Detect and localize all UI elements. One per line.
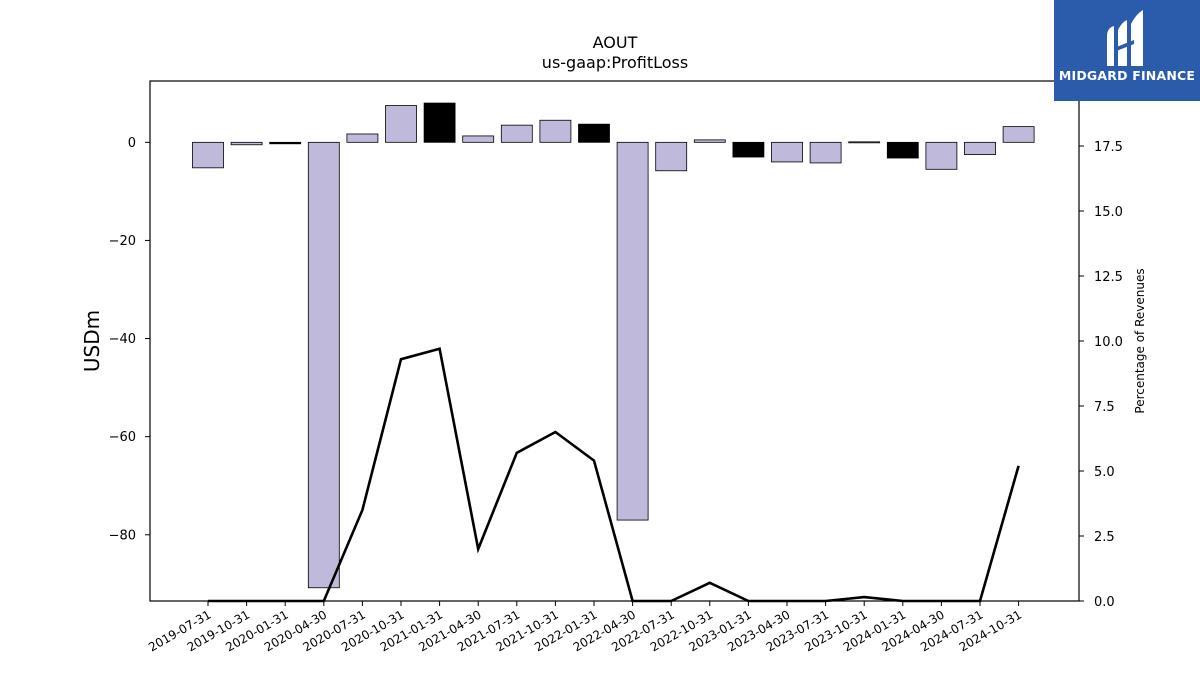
bar <box>539 119 572 143</box>
bar <box>346 133 379 143</box>
percentage-line-series <box>208 347 1020 603</box>
bar-series <box>192 102 1035 589</box>
bar <box>732 141 765 158</box>
bar <box>269 141 302 145</box>
y2-tick-label: 7.5 <box>1094 400 1115 415</box>
left-axis-ticks: 0 −20 −40 −60 −80 <box>109 136 150 543</box>
bar <box>1002 126 1035 143</box>
right-axis-ticks: 0.02.55.07.510.012.515.017.520.0 <box>1079 75 1123 610</box>
bar <box>693 139 726 143</box>
bar <box>964 141 996 155</box>
bar <box>500 124 533 143</box>
bar <box>925 141 958 170</box>
bar <box>886 141 919 159</box>
y2-tick-label: 0.0 <box>1094 595 1115 610</box>
bar <box>771 141 803 163</box>
bar <box>230 141 263 146</box>
x-axis-ticks: 2019-07-312019-10-312020-01-312020-04-30… <box>146 601 1024 654</box>
bar <box>655 141 688 172</box>
y-tick-label: −60 <box>109 430 136 445</box>
logo-mark-icon <box>1107 10 1143 66</box>
right-axis-label: Percentage of Revenues <box>1133 268 1147 413</box>
bar <box>385 105 417 143</box>
y-axis-label: USDm <box>80 310 104 372</box>
bar <box>307 141 340 589</box>
y2-tick-label: 2.5 <box>1094 530 1115 545</box>
y2-tick-label: 5.0 <box>1094 465 1115 480</box>
bar <box>192 141 224 169</box>
y-tick-label: −20 <box>109 234 136 249</box>
bar <box>462 135 495 143</box>
bar <box>423 102 456 143</box>
percentage-line <box>208 347 1020 603</box>
bar <box>848 141 881 144</box>
bar <box>578 123 610 143</box>
bar <box>616 141 649 521</box>
bar <box>809 141 842 164</box>
chart-title: AOUT <box>593 33 638 52</box>
y-tick-label: −40 <box>109 332 136 347</box>
y-tick-label: −80 <box>109 528 136 543</box>
chart-subtitle: us-gaap:ProfitLoss <box>542 53 688 72</box>
y2-tick-label: 12.5 <box>1094 270 1123 285</box>
y-tick-label: 0 <box>128 136 136 151</box>
y2-tick-label: 17.5 <box>1094 140 1123 155</box>
midgard-finance-logo: MIDGARD FINANCE <box>1054 0 1200 101</box>
y2-tick-label: 10.0 <box>1094 335 1123 350</box>
y2-tick-label: 15.0 <box>1094 205 1123 220</box>
logo-text: MIDGARD FINANCE <box>1058 68 1196 83</box>
